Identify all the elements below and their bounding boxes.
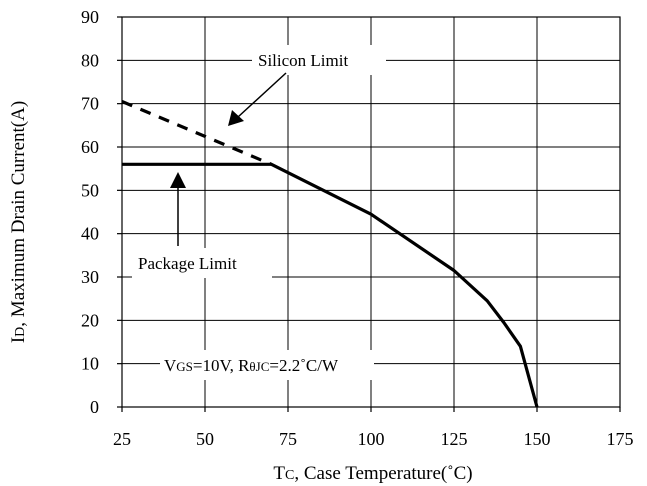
y-tick-labels: 0 10 20 30 40 50 60 70 80 90: [81, 7, 99, 417]
y-tick-label: 90: [81, 7, 99, 27]
silicon-limit-line: [121, 100, 273, 166]
silicon-limit-arrow-line: [237, 72, 287, 118]
ticks: [117, 16, 621, 412]
y-tick-label: 80: [81, 50, 99, 70]
x-tick-label: 175: [607, 429, 634, 449]
x-tick-label: 100: [358, 429, 385, 449]
package-limit-arrowhead: [170, 172, 186, 188]
x-axis-label: TC, Case Temperature(˚C): [273, 463, 472, 484]
series-group: [121, 100, 539, 408]
conditions-label: VGS=10V, RθJC=2.2˚C/W: [164, 356, 339, 375]
conditions-annotation: VGS=10V, RθJC=2.2˚C/W: [160, 350, 374, 380]
x-tick-label: 25: [113, 429, 131, 449]
y-tick-label: 50: [81, 180, 99, 200]
package-limit-line: [122, 162, 539, 408]
package-limit-label: Package Limit: [138, 254, 237, 273]
y-axis-label: ID, Maximum Drain Current(A): [8, 101, 29, 343]
grid: [121, 16, 621, 408]
silicon-limit-label: Silicon Limit: [258, 51, 348, 70]
x-tick-label: 150: [524, 429, 551, 449]
silicon-limit-label-bg: [252, 45, 386, 75]
y-tick-label: 40: [81, 224, 99, 244]
y-tick-label: 0: [90, 397, 99, 417]
package-limit-label-bg: [132, 248, 272, 278]
y-tick-label: 70: [81, 94, 99, 114]
y-tick-label: 60: [81, 137, 99, 157]
x-tick-label: 125: [441, 429, 468, 449]
package-limit-annotation: Package Limit: [132, 172, 272, 278]
x-tick-labels: 25 50 75 100 125 150 175: [113, 429, 634, 449]
silicon-limit-arrowhead: [228, 110, 244, 126]
x-tick-label: 75: [279, 429, 297, 449]
y-tick-label: 20: [81, 310, 99, 330]
y-tick-label: 30: [81, 267, 99, 287]
conditions-label-bg: [160, 350, 374, 380]
x-tick-label: 50: [196, 429, 214, 449]
y-tick-label: 10: [81, 354, 99, 374]
silicon-limit-annotation: Silicon Limit: [228, 45, 386, 126]
